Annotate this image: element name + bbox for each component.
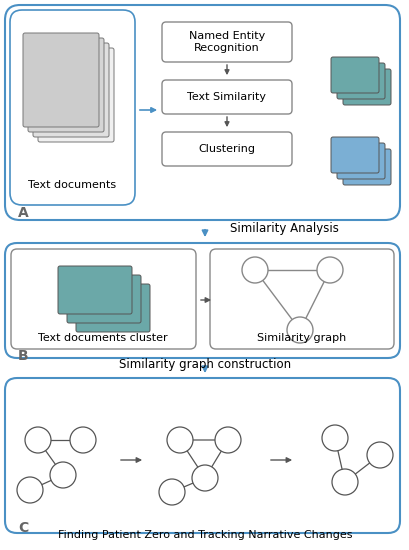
FancyBboxPatch shape <box>23 33 99 127</box>
FancyBboxPatch shape <box>330 137 378 173</box>
Circle shape <box>366 442 392 468</box>
Text: Text documents: Text documents <box>28 180 116 190</box>
Circle shape <box>25 427 51 453</box>
Circle shape <box>191 465 218 491</box>
Text: Named Entity
Recognition: Named Entity Recognition <box>189 31 265 53</box>
Text: Clustering: Clustering <box>198 144 255 154</box>
FancyBboxPatch shape <box>76 284 150 332</box>
FancyBboxPatch shape <box>38 48 114 142</box>
Text: Text Similarity: Text Similarity <box>187 92 266 102</box>
Text: B: B <box>18 349 29 363</box>
Text: Similarity Analysis: Similarity Analysis <box>229 222 338 235</box>
Circle shape <box>321 425 347 451</box>
Text: Similarity graph: Similarity graph <box>257 333 346 343</box>
FancyBboxPatch shape <box>162 132 291 166</box>
Circle shape <box>241 257 267 283</box>
FancyBboxPatch shape <box>330 57 378 93</box>
Text: Finding Patient Zero and Tracking Narrative Changes: Finding Patient Zero and Tracking Narrat… <box>58 530 351 540</box>
FancyBboxPatch shape <box>209 249 393 349</box>
FancyBboxPatch shape <box>336 63 384 99</box>
Text: A: A <box>18 206 29 220</box>
FancyBboxPatch shape <box>5 5 399 220</box>
FancyBboxPatch shape <box>28 38 104 132</box>
FancyBboxPatch shape <box>162 80 291 114</box>
Text: Similarity graph construction: Similarity graph construction <box>119 358 290 371</box>
FancyBboxPatch shape <box>342 69 390 105</box>
FancyBboxPatch shape <box>10 10 135 205</box>
Circle shape <box>70 427 96 453</box>
Circle shape <box>159 479 184 505</box>
FancyBboxPatch shape <box>5 243 399 358</box>
Text: Text documents cluster: Text documents cluster <box>38 333 167 343</box>
Circle shape <box>50 462 76 488</box>
FancyBboxPatch shape <box>342 149 390 185</box>
FancyBboxPatch shape <box>33 43 109 137</box>
FancyBboxPatch shape <box>67 275 141 323</box>
Circle shape <box>316 257 342 283</box>
FancyBboxPatch shape <box>336 143 384 179</box>
Circle shape <box>166 427 193 453</box>
FancyBboxPatch shape <box>58 266 132 314</box>
FancyBboxPatch shape <box>5 378 399 533</box>
Circle shape <box>286 317 312 343</box>
Text: C: C <box>18 521 28 535</box>
FancyBboxPatch shape <box>11 249 196 349</box>
Circle shape <box>17 477 43 503</box>
Circle shape <box>214 427 240 453</box>
Circle shape <box>331 469 357 495</box>
FancyBboxPatch shape <box>162 22 291 62</box>
